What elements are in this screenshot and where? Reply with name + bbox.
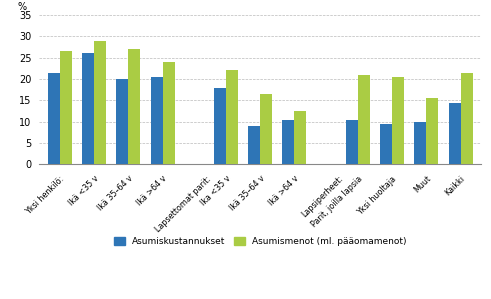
Bar (358, 75, 370, 164)
Y-axis label: %: % (17, 2, 26, 12)
Bar (380, 124, 392, 164)
Bar (60, 51, 72, 164)
Bar (260, 94, 272, 164)
Bar (414, 122, 426, 164)
Bar (82, 54, 94, 164)
Bar (449, 103, 461, 164)
Bar (128, 49, 140, 164)
Bar (151, 77, 163, 164)
Bar (116, 79, 128, 164)
Bar (226, 71, 238, 164)
Bar (94, 41, 106, 164)
Legend: Asumiskustannukset, Asumismenot (ml. pääomamenot): Asumiskustannukset, Asumismenot (ml. pää… (110, 234, 410, 250)
Bar (392, 77, 404, 164)
Bar (426, 98, 438, 164)
Bar (282, 120, 295, 164)
Bar (214, 88, 226, 164)
Bar (163, 62, 175, 164)
Bar (461, 73, 473, 164)
Bar (346, 120, 358, 164)
Bar (248, 126, 260, 164)
Bar (48, 73, 60, 164)
Bar (295, 111, 306, 164)
